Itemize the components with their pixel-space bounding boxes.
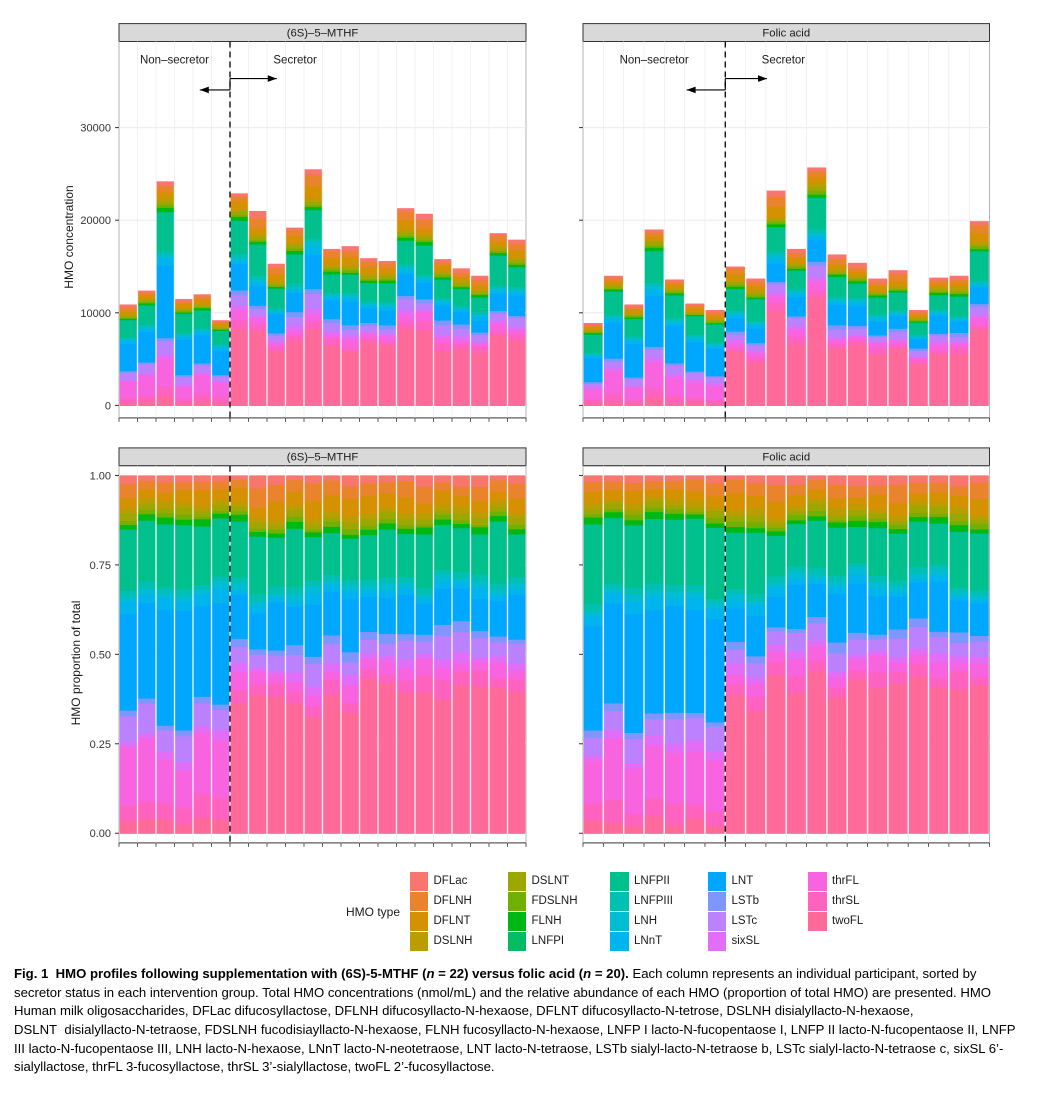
- svg-text:(6S)–5–MTHF: (6S)–5–MTHF: [287, 452, 359, 464]
- svg-text:Folic acid: Folic acid: [762, 27, 810, 39]
- svg-text:20000: 20000: [80, 215, 111, 227]
- svg-text:0.50: 0.50: [90, 649, 111, 661]
- svg-text:1.00: 1.00: [90, 470, 111, 482]
- svg-text:0: 0: [105, 400, 111, 412]
- svg-text:Non–secretor: Non–secretor: [620, 55, 689, 67]
- svg-text:Secretor: Secretor: [762, 55, 806, 67]
- svg-text:Non–secretor: Non–secretor: [140, 55, 209, 67]
- svg-text:Folic acid: Folic acid: [762, 452, 810, 464]
- svg-text:0.75: 0.75: [90, 560, 111, 572]
- svg-text:10000: 10000: [80, 308, 111, 320]
- svg-text:Secretor: Secretor: [273, 55, 317, 67]
- svg-text:0.00: 0.00: [90, 828, 111, 840]
- svg-text:0.25: 0.25: [90, 739, 111, 751]
- svg-text:30000: 30000: [80, 123, 111, 135]
- svg-text:(6S)–5–MTHF: (6S)–5–MTHF: [287, 27, 359, 39]
